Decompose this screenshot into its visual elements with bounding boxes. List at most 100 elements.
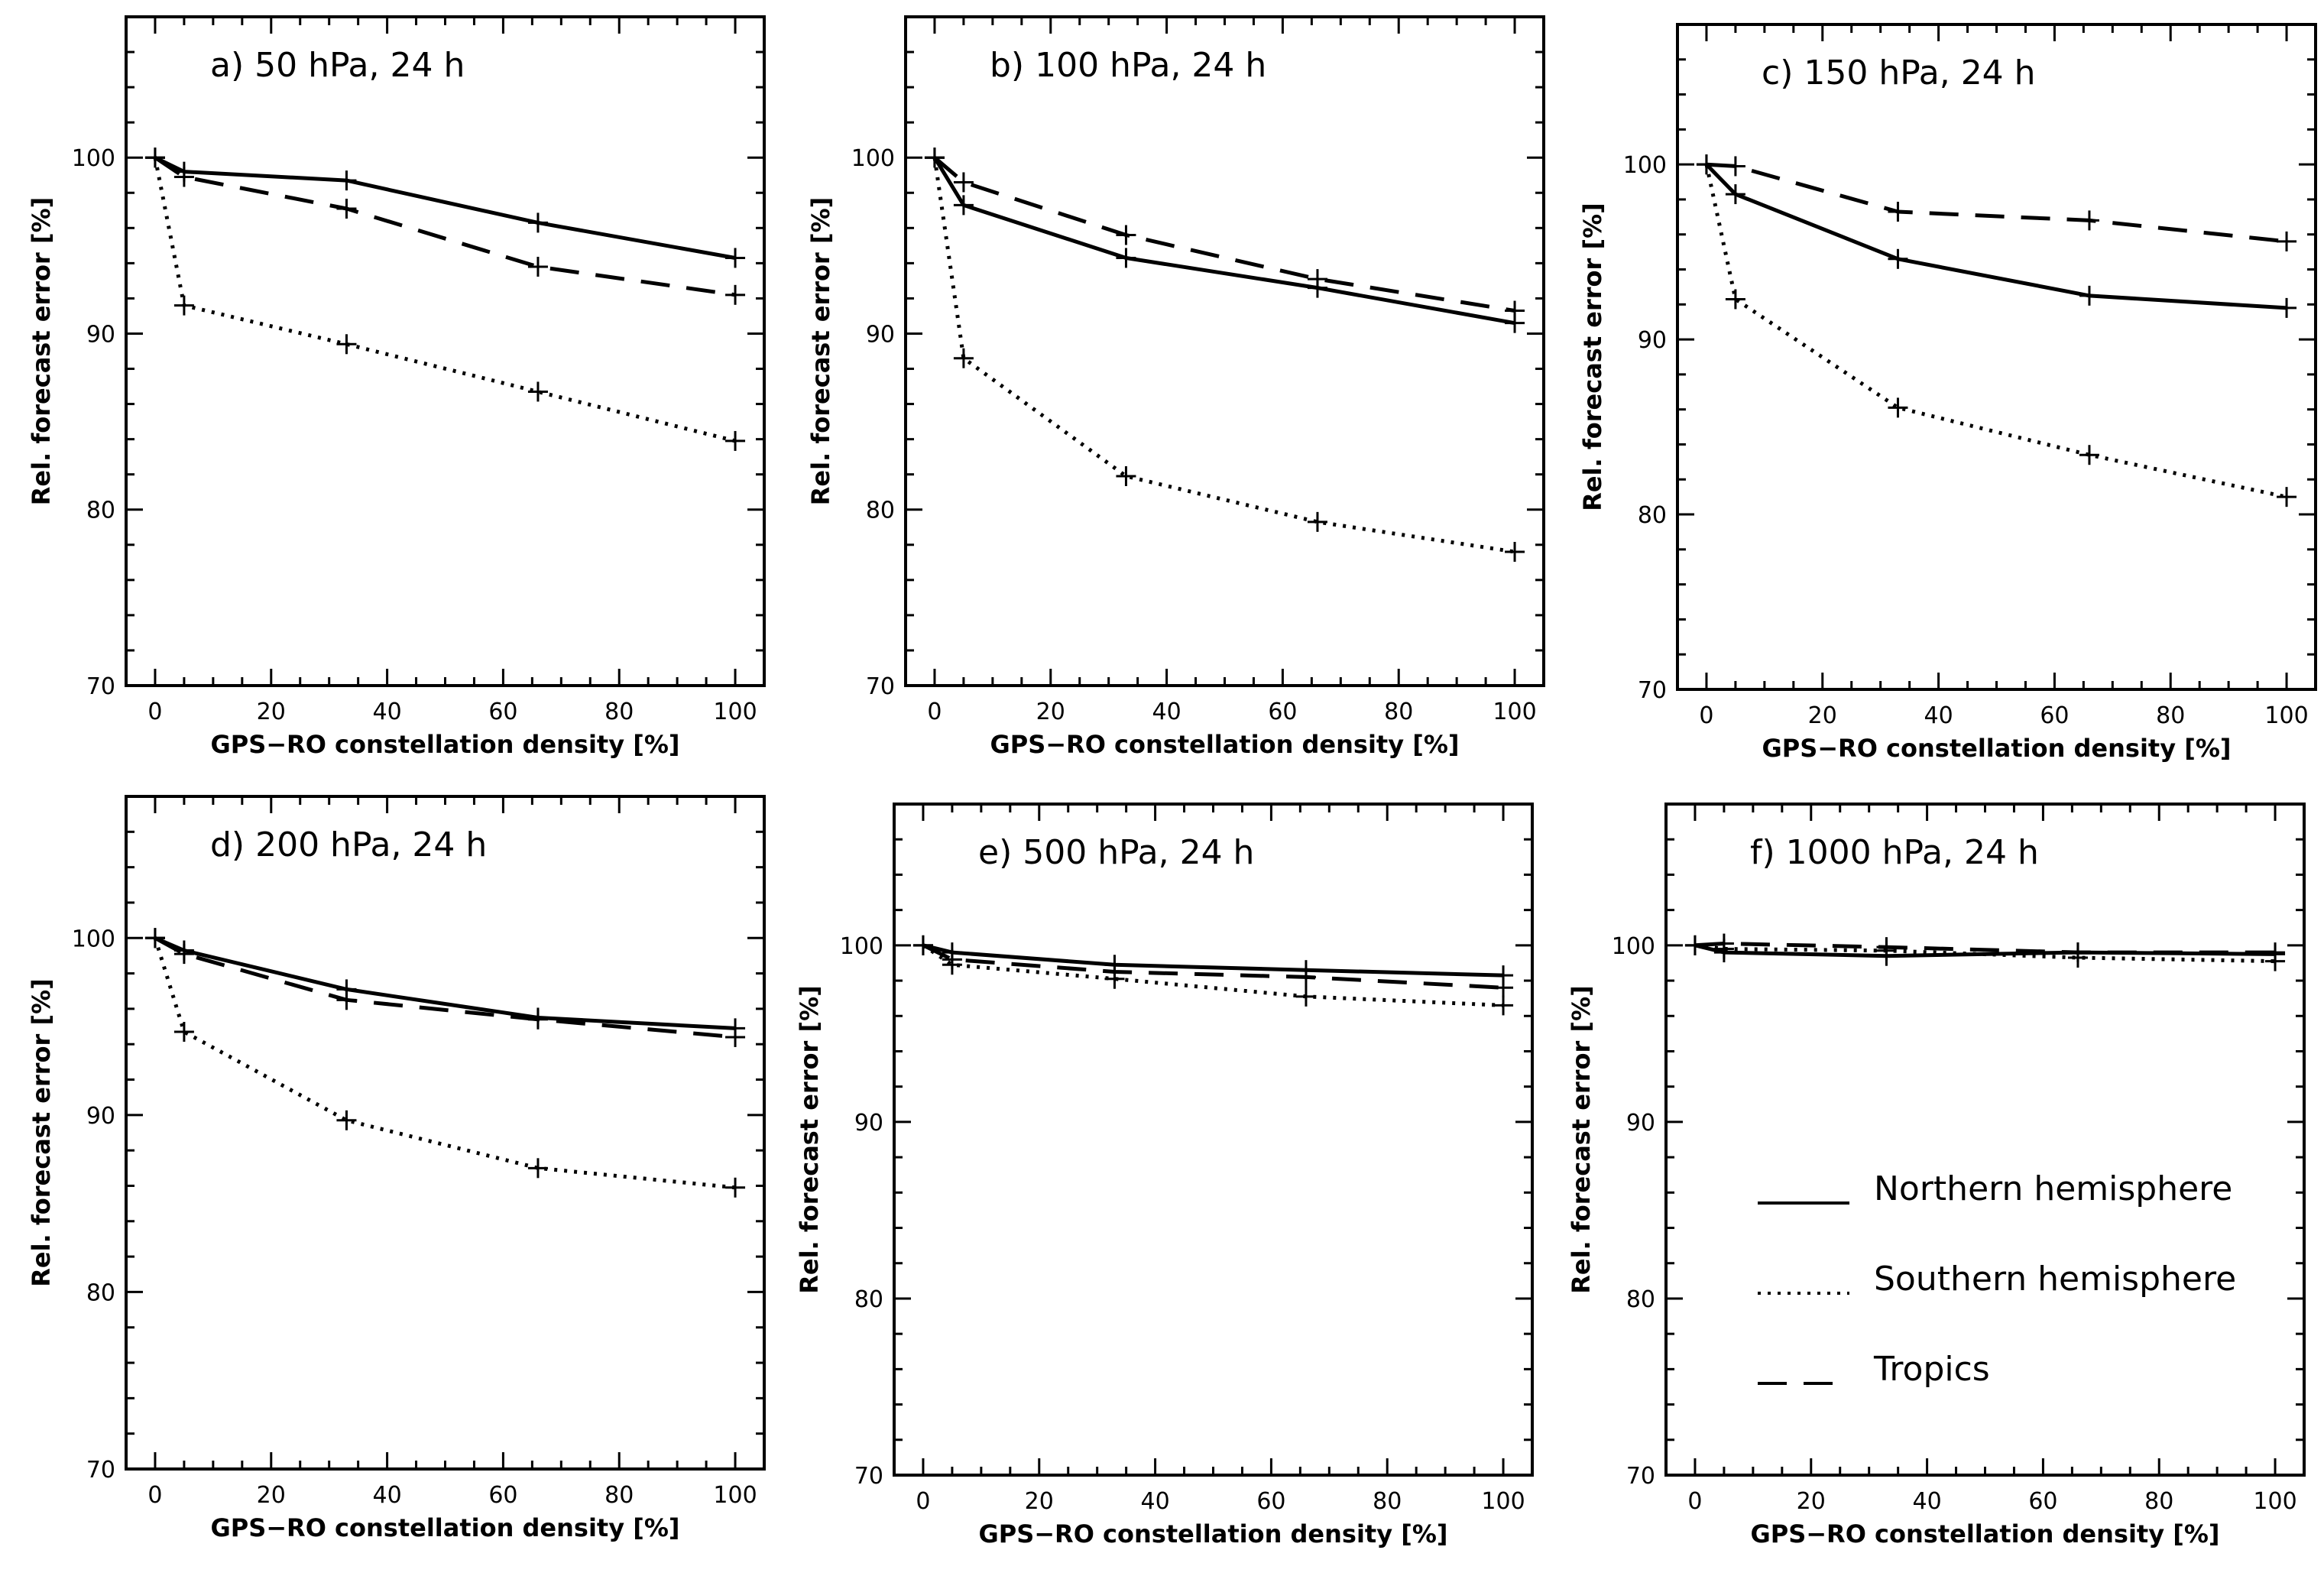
x-tick-label: 40 <box>1140 1488 1169 1515</box>
y-tick-label: 90 <box>86 321 115 348</box>
x-tick-label: 60 <box>1256 1488 1285 1515</box>
y-tick-label: 70 <box>86 673 115 700</box>
y-tick-label: 70 <box>1626 1463 1655 1490</box>
chart-panel-c: 0 20 40 60 80 100 70 80 90 100 GPS−RO constellatio… <box>1578 23 2317 763</box>
x-axis-label: GPS−RO constellation density [%] <box>978 1519 1447 1548</box>
x-tick-label: 80 <box>604 1482 634 1509</box>
data-point-marker <box>144 148 165 168</box>
x-axis-label: GPS−RO constellation density [%] <box>1762 734 2231 763</box>
panel-title: e) 500 hPa, 24 h <box>978 833 1254 872</box>
series-line-dashed <box>1694 942 2275 955</box>
x-tick-label: 100 <box>713 1482 757 1509</box>
data-point-marker <box>1876 937 1897 958</box>
y-tick-label: 90 <box>866 321 895 348</box>
data-point-marker <box>1116 225 1136 245</box>
data-point-marker <box>725 430 746 451</box>
chart-panel-e: 0 20 40 60 80 100 70 80 90 100 GPS−RO constellatio… <box>795 803 1534 1548</box>
x-tick-label: 20 <box>257 699 286 725</box>
data-point-marker <box>144 928 165 949</box>
series-line-dotted <box>932 157 1515 554</box>
x-tick-label: 20 <box>1808 702 1837 729</box>
y-tick-label: 70 <box>866 673 895 700</box>
x-tick-label: 0 <box>147 699 162 725</box>
panel-title: c) 150 hPa, 24 h <box>1762 54 2036 92</box>
plot-frame <box>1676 23 2317 691</box>
y-tick-label: 80 <box>866 498 895 524</box>
y-tick-label: 80 <box>854 1286 883 1313</box>
x-tick-label: 0 <box>1699 702 1713 729</box>
data-point-marker <box>527 256 548 277</box>
y-tick-label: 70 <box>854 1463 883 1490</box>
series-line-dashed <box>933 156 1515 313</box>
y-tick-label: 100 <box>72 926 115 952</box>
data-point-marker <box>2277 297 2297 318</box>
y-tick-label: 90 <box>86 1103 115 1130</box>
data-point-marker <box>942 949 962 970</box>
chart-panel-a: 0 20 40 60 80 100 70 80 90 100 GPS−RO constellatio… <box>27 15 766 759</box>
data-point-marker <box>173 167 194 187</box>
data-point-marker <box>1505 542 1525 562</box>
data-point-marker <box>336 334 357 355</box>
data-point-marker <box>527 1158 548 1179</box>
x-tick-label: 100 <box>713 699 757 725</box>
series-line-dashed <box>154 156 736 297</box>
data-point-marker <box>527 212 548 233</box>
panel-title: a) 50 hPa, 24 h <box>210 46 465 85</box>
y-tick-label: 80 <box>1626 1286 1655 1313</box>
data-point-marker <box>1888 201 1908 222</box>
data-point-marker <box>2067 942 2088 963</box>
y-axis-label: Rel. forecast error [%] <box>1567 985 1596 1294</box>
data-point-marker <box>725 248 746 268</box>
x-axis-label: GPS−RO constellation density [%] <box>210 1513 679 1542</box>
y-axis-label: Rel. forecast error [%] <box>1578 203 1607 511</box>
y-tick-label: 90 <box>1638 327 1667 354</box>
series-line-solid <box>1705 163 2287 310</box>
chart-panel-b: 0 20 40 60 80 100 70 80 90 100 GPS−RO constellatio… <box>806 15 1545 759</box>
y-tick-label: 90 <box>854 1110 883 1137</box>
data-point-marker <box>336 990 357 1010</box>
data-point-marker <box>953 348 974 368</box>
y-tick-label: 80 <box>1638 502 1667 529</box>
x-tick-label: 80 <box>2144 1488 2173 1515</box>
legend-entry: Southern hemisphere <box>1758 1260 2236 1299</box>
x-tick-label: 80 <box>1373 1488 1402 1515</box>
x-tick-label: 100 <box>2264 702 2308 729</box>
panel-title: b) 100 hPa, 24 h <box>990 46 1266 85</box>
data-point-marker <box>173 944 194 965</box>
data-point-marker <box>1684 935 1705 955</box>
x-tick-label: 20 <box>257 1482 286 1509</box>
x-tick-label: 80 <box>1384 699 1413 725</box>
x-tick-label: 80 <box>2156 702 2185 729</box>
series-line-dotted <box>1704 164 2287 499</box>
x-tick-label: 20 <box>1797 1488 1826 1515</box>
x-tick-label: 40 <box>372 699 401 725</box>
data-point-marker <box>2265 942 2286 963</box>
y-tick-label: 100 <box>1623 152 1667 179</box>
chart-panel-d: 0 20 40 60 80 100 70 80 90 100 GPS−RO constellatio… <box>27 795 766 1542</box>
x-tick-label: 40 <box>1924 702 1953 729</box>
y-tick-label: 80 <box>86 498 115 524</box>
x-tick-label: 0 <box>1687 1488 1702 1515</box>
data-point-marker <box>912 935 933 955</box>
plot-frame <box>904 15 1545 687</box>
data-point-marker <box>173 295 194 316</box>
series-line-dotted <box>153 937 736 1190</box>
data-point-marker <box>1888 248 1908 269</box>
legend-entry: Tropics <box>1758 1350 1990 1389</box>
x-tick-label: 60 <box>2040 702 2069 729</box>
x-tick-label: 0 <box>927 699 942 725</box>
data-point-marker <box>2277 487 2297 507</box>
data-point-marker <box>2079 445 2099 465</box>
data-point-marker <box>1116 465 1136 486</box>
data-point-marker <box>1493 978 1514 998</box>
x-tick-label: 80 <box>604 699 634 725</box>
x-tick-label: 0 <box>916 1488 930 1515</box>
data-point-marker <box>725 284 746 305</box>
x-tick-label: 100 <box>1481 1488 1525 1515</box>
y-tick-label: 100 <box>72 145 115 172</box>
y-tick-label: 100 <box>840 933 883 960</box>
y-axis-label: Rel. forecast error [%] <box>27 197 56 506</box>
x-tick-label: 20 <box>1036 699 1065 725</box>
legend-entry: Northern hemisphere <box>1758 1169 2232 1208</box>
